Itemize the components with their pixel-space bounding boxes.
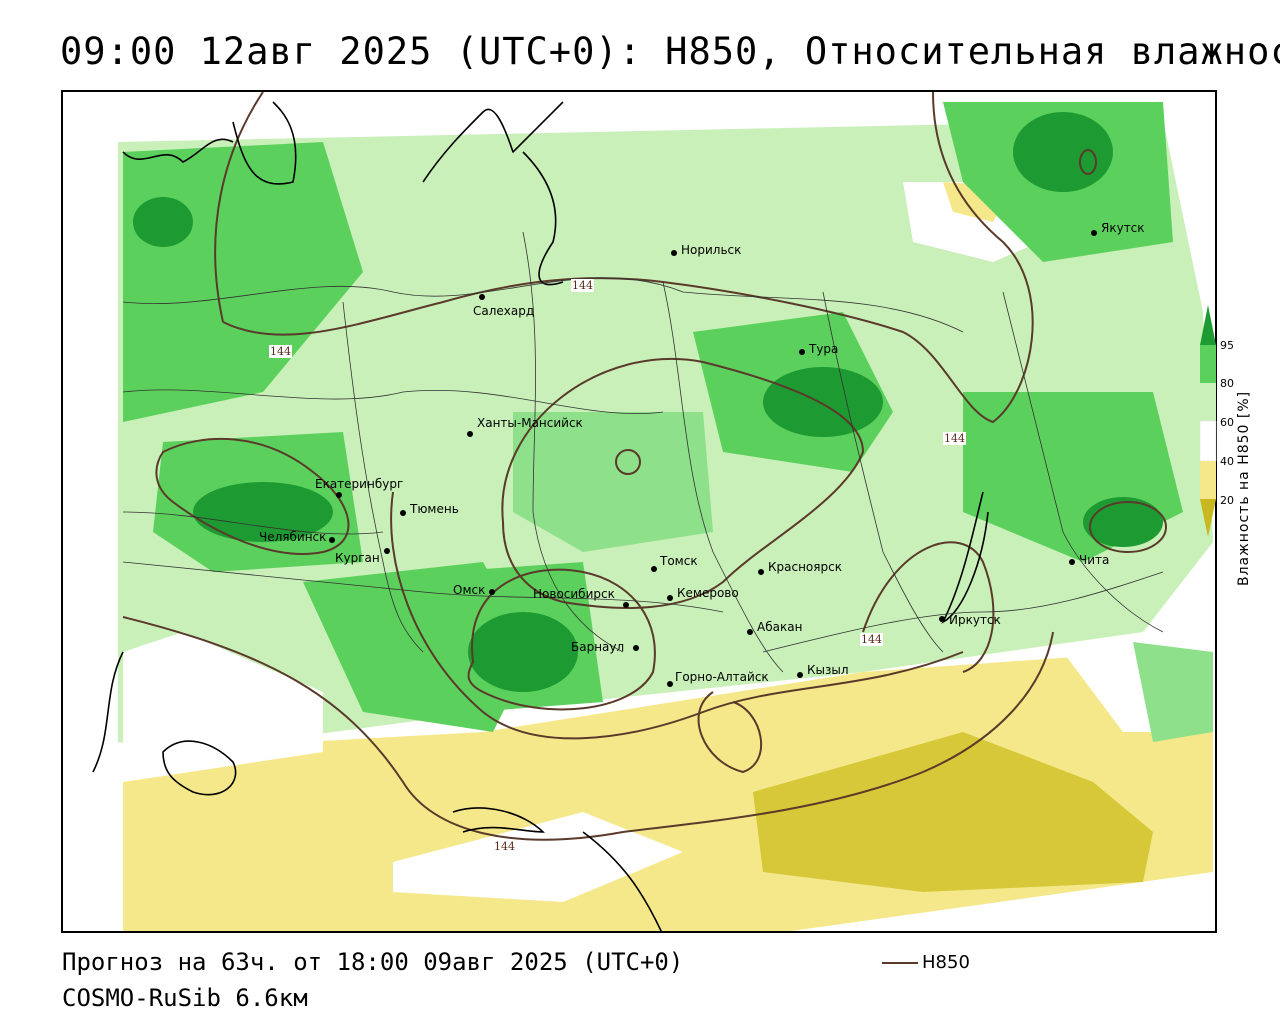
city-marker [400, 510, 406, 516]
city-marker [633, 645, 639, 651]
city-label: Челябинск [259, 530, 327, 544]
city-marker [489, 589, 495, 595]
city-label: Екатеринбург [315, 477, 404, 491]
very-wet-core [133, 197, 193, 247]
contour-legend-label: H850 [922, 952, 970, 973]
city-marker [667, 595, 673, 601]
city-marker [336, 492, 342, 498]
city-label: Томск [660, 554, 698, 568]
city-marker [384, 548, 390, 554]
city-marker [467, 431, 473, 437]
very-dry-region [753, 732, 1153, 892]
very-wet-core [1013, 112, 1113, 192]
legend-colorbar [1200, 305, 1217, 537]
city-marker [758, 569, 764, 575]
city-marker [667, 681, 673, 687]
very-wet-core [193, 482, 333, 542]
humidity-legend: 95 80 60 40 20 [1200, 305, 1234, 537]
region-borders [122, 231, 1164, 673]
city-label: Красноярск [768, 560, 842, 574]
contour-value-label: 144 [943, 432, 966, 445]
city-label: Омск [453, 583, 486, 597]
city-marker [747, 629, 753, 635]
map-area: 144 144 144 144 144 Якутск Норильск Сале… [61, 90, 1217, 933]
city-label: Иркутск [949, 613, 1001, 627]
city-marker [1091, 230, 1097, 236]
city-label: Тура [809, 342, 839, 356]
city-label: Якутск [1101, 221, 1145, 235]
city-label: Салехард [473, 304, 535, 318]
city-marker [623, 602, 629, 608]
city-marker [329, 537, 335, 543]
city-label: Горно-Алтайск [675, 670, 769, 684]
moist-patch [1133, 642, 1213, 742]
legend-title: Влажность на H850 [%] [1236, 390, 1252, 586]
city-marker [1069, 559, 1075, 565]
forecast-info: Прогноз на 63ч. от 18:00 09авг 2025 (UTC… [62, 948, 684, 976]
city-marker [671, 250, 677, 256]
city-label: Ханты-Мансийск [477, 416, 583, 430]
city-label: Абакан [757, 620, 803, 634]
city-label: Барнаул [571, 640, 625, 654]
contour-value-label: 144 [571, 279, 594, 292]
city-label: Курган [335, 551, 380, 565]
city-label: Кемерово [677, 586, 739, 600]
city-marker [799, 349, 805, 355]
city-label: Норильск [681, 243, 742, 257]
legend-tick: 20 [1220, 494, 1234, 507]
very-wet-core [763, 367, 883, 437]
contour-value-label: 144 [493, 840, 516, 853]
h850-contours [122, 92, 1167, 841]
city-label: Новосибирск [533, 587, 615, 601]
legend-tick: 40 [1220, 455, 1234, 468]
legend-tick: 80 [1220, 377, 1234, 390]
city-marker [797, 672, 803, 678]
contour-legend: H850 [882, 952, 970, 973]
very-wet-core [468, 612, 578, 692]
city-marker [479, 294, 485, 300]
city-label: Чита [1079, 553, 1110, 567]
legend-tick: 60 [1220, 416, 1234, 429]
city-label: Тюмень [410, 502, 459, 516]
contour-value-label: 144 [860, 633, 883, 646]
city-label: Кызыл [807, 663, 849, 677]
model-name: COSMO-RuSib 6.6км [62, 984, 308, 1012]
wet-zone [513, 412, 713, 552]
map-title: 09:00 12авг 2025 (UTC+0): H850, Относите… [60, 30, 1280, 73]
humidity-field [92, 92, 1213, 931]
city-marker [939, 616, 945, 622]
legend-tick: 95 [1220, 339, 1234, 352]
contour-value-label: 144 [269, 345, 292, 358]
city-marker [651, 566, 657, 572]
contour-line-sample [882, 962, 918, 964]
very-wet-core [1083, 497, 1163, 547]
